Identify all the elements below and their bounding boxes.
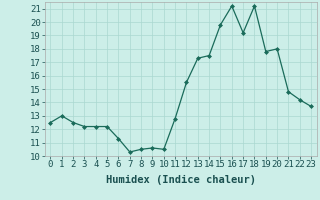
X-axis label: Humidex (Indice chaleur): Humidex (Indice chaleur): [106, 175, 256, 185]
